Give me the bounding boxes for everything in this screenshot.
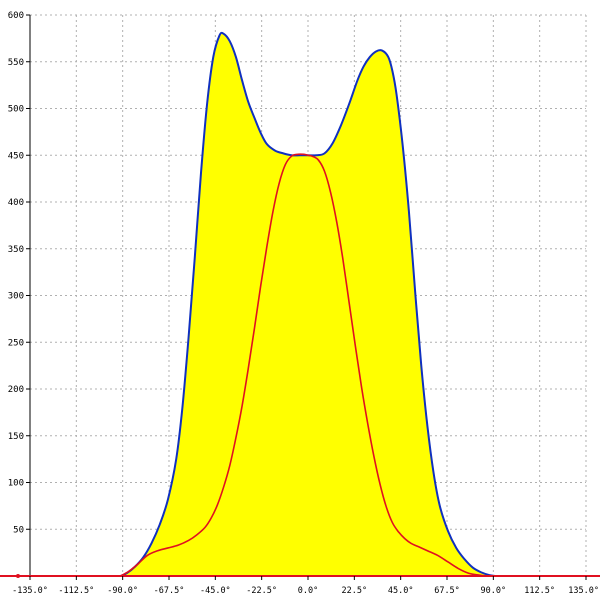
y-tick-label: 200 — [8, 385, 24, 395]
y-tick-label: 400 — [8, 198, 24, 208]
y-tick-label: 550 — [8, 58, 24, 68]
origin-marker — [16, 574, 20, 578]
outer-series-area — [120, 32, 496, 577]
inner-series-line — [120, 153, 496, 577]
x-tick-label: -67.5° — [154, 586, 185, 596]
y-tick-label: 600 — [8, 11, 24, 21]
x-tick-label: 67.5° — [434, 586, 460, 596]
y-tick-labels: 50 100 150 200 250 300 350 400 450 500 550 600 — [8, 11, 24, 535]
x-tick-label: -90.0° — [107, 586, 138, 596]
x-tick-label: 112.5° — [524, 586, 555, 596]
x-tick-label: -135.0° — [12, 586, 48, 596]
x-tick-label: 22.5° — [342, 586, 368, 596]
y-tick-label: 450 — [8, 151, 24, 161]
x-tick-label: 90.0° — [481, 586, 507, 596]
x-tick-label: -22.5° — [246, 586, 277, 596]
y-tick-label: 350 — [8, 245, 24, 255]
x-tick-label: 135.0° — [568, 586, 599, 596]
y-tick-label: 150 — [8, 432, 24, 442]
axes — [0, 14, 600, 580]
x-tick-label: 0.0° — [298, 586, 318, 596]
y-tick-label: 300 — [8, 292, 24, 302]
x-tick-label: -45.0° — [200, 586, 231, 596]
y-tick-label: 50 — [13, 525, 24, 535]
y-tick-label: 250 — [8, 338, 24, 348]
x-tick-label: 45.0° — [388, 586, 414, 596]
x-tick-labels: -135.0° -112.5° -90.0° -67.5° -45.0° -22.5° 0.… — [12, 586, 599, 596]
y-tick-label: 500 — [8, 105, 24, 115]
x-tick-label: -112.5° — [58, 586, 94, 596]
y-tick-label: 100 — [8, 479, 24, 489]
